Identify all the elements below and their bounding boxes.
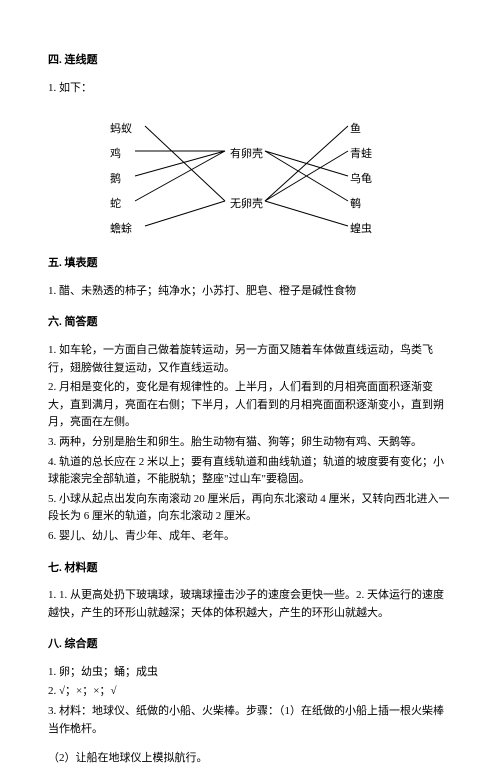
section7-title: 七. 材料题 bbox=[48, 560, 452, 578]
section6-item: 1. 如车轮，一方面自己做着旋转运动，另一方面又随着车体做直线运动，鸟类飞行，翅… bbox=[48, 342, 452, 377]
section8-item: 3. 材料：地球仪、纸做的小船、火柴棒。步骤：（1）在纸做的小船上插一根火柴棒当… bbox=[48, 703, 452, 738]
section7-item1: 1. 1. 从更高处扔下玻璃球，玻璃球撞击沙子的速度会更快一些。2. 天体运行的… bbox=[48, 587, 452, 622]
diagram-left-label: 蛇 bbox=[110, 196, 121, 214]
diagram-left-label: 蚂蚁 bbox=[110, 121, 132, 139]
section8-items: 1. 卵；幼虫；蛹；成虫2. √；×；×；√ 3. 材料：地球仪、纸做的小船、火柴… bbox=[48, 664, 452, 768]
diagram-right-label: 蝗虫 bbox=[350, 221, 372, 239]
diagram-right-label: 乌龟 bbox=[350, 171, 372, 189]
connection-diagram: 蚂蚁鸡鹅蛇蟾蜍 有卵壳无卵壳 鱼青蛙乌龟鹌蝗虫 bbox=[100, 111, 400, 241]
section5-item1: 1. 醋、未熟透的柿子；纯净水；小苏打、肥皂、橙子是碱性食物 bbox=[48, 283, 452, 301]
diagram-left-label: 鸡 bbox=[110, 146, 121, 164]
section6-title: 六. 简答题 bbox=[48, 314, 452, 332]
diagram-right-label: 青蛙 bbox=[350, 146, 372, 164]
section8-item: （2）让船在地球仪上模拟航行。 bbox=[48, 750, 452, 768]
section5-title: 五. 填表题 bbox=[48, 255, 452, 273]
section6-item: 2. 月相是变化的，变化是有规律性的。上半月，人们看到的月相亮面面积逐渐变大，直… bbox=[48, 379, 452, 432]
diagram-center-label: 无卵壳 bbox=[230, 196, 263, 214]
section6-item: 6. 婴儿、幼儿、青少年、成年、老年。 bbox=[48, 528, 452, 546]
section8-item: 2. √；×；×；√ bbox=[48, 683, 452, 701]
section6-item: 4. 轨道的总长应在 2 米以上；要有直线轨道和曲线轨道；轨道的坡度要有变化；小… bbox=[48, 454, 452, 489]
diagram-left-label: 鹅 bbox=[110, 171, 121, 189]
section6-items: 1. 如车轮，一方面自己做着旋转运动，另一方面又随着车体做直线运动，鸟类飞行，翅… bbox=[48, 342, 452, 546]
section8-item: 1. 卵；幼虫；蛹；成虫 bbox=[48, 664, 452, 682]
diagram-center-label: 有卵壳 bbox=[230, 146, 263, 164]
diagram-right-label: 鹌 bbox=[350, 196, 361, 214]
section6-item: 3. 两种，分别是胎生和卵生。胎生动物有猫、狗等；卵生动物有鸡、天鹅等。 bbox=[48, 434, 452, 452]
section6-item: 5. 小球从起点出发向东南滚动 20 厘米后，再向东北滚动 4 厘米，又转向西北… bbox=[48, 491, 452, 526]
section4-title: 四. 连线题 bbox=[48, 52, 452, 70]
section8-title: 八. 综合题 bbox=[48, 636, 452, 654]
diagram-right-label: 鱼 bbox=[350, 121, 361, 139]
section4-item1: 1. 如下： bbox=[48, 80, 452, 98]
diagram-left-label: 蟾蜍 bbox=[110, 221, 132, 239]
